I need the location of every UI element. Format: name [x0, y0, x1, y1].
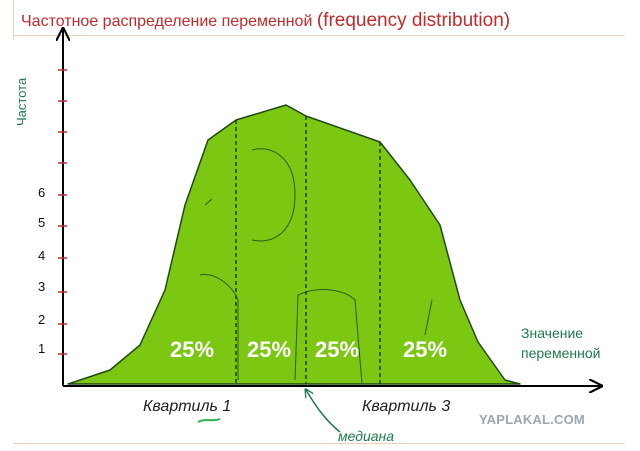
frame-bottom-border	[13, 443, 625, 444]
page-title: Частотное распределение переменной (freq…	[21, 10, 510, 32]
title-ru: Частотное распределение переменной	[21, 13, 313, 30]
quartile-1-label: Квартиль 1	[143, 398, 232, 415]
y-ticks	[58, 69, 67, 355]
x-axis-label-line2: переменной	[521, 345, 601, 361]
quartile-lines	[235, 116, 381, 384]
watermark: YAPLAKAL.COM	[479, 412, 585, 427]
x-axis-label-line1: Значение	[521, 325, 584, 341]
y-tick-label-4: 4	[38, 248, 46, 263]
y-tick-label-2: 2	[38, 312, 46, 327]
y-tick-label-5: 5	[38, 215, 46, 230]
median-arrow	[306, 390, 341, 433]
distribution-curve	[67, 104, 521, 385]
y-tick-label-6: 6	[38, 185, 46, 200]
y-axis-label: Частота	[14, 77, 29, 126]
y-tick-label-3: 3	[38, 279, 46, 294]
median-label: медиана	[338, 428, 395, 444]
quartile-percent-4: 25%	[403, 337, 448, 362]
y-tick-label-1: 1	[38, 341, 46, 356]
frame-top-border	[13, 35, 625, 36]
quartile-percent-3: 25%	[315, 337, 360, 362]
sketch-lines	[199, 148, 433, 385]
quartile-3-label: Квартиль 3	[362, 398, 451, 415]
quartile1-underline	[197, 418, 221, 423]
title-en: (frequency distribution)	[316, 10, 511, 31]
quartile-percent-2: 25%	[247, 337, 292, 362]
quartile-percent-1: 25%	[170, 337, 215, 362]
frame-left-border	[13, 0, 14, 40]
x-axis-label: Значение переменной	[521, 323, 600, 363]
